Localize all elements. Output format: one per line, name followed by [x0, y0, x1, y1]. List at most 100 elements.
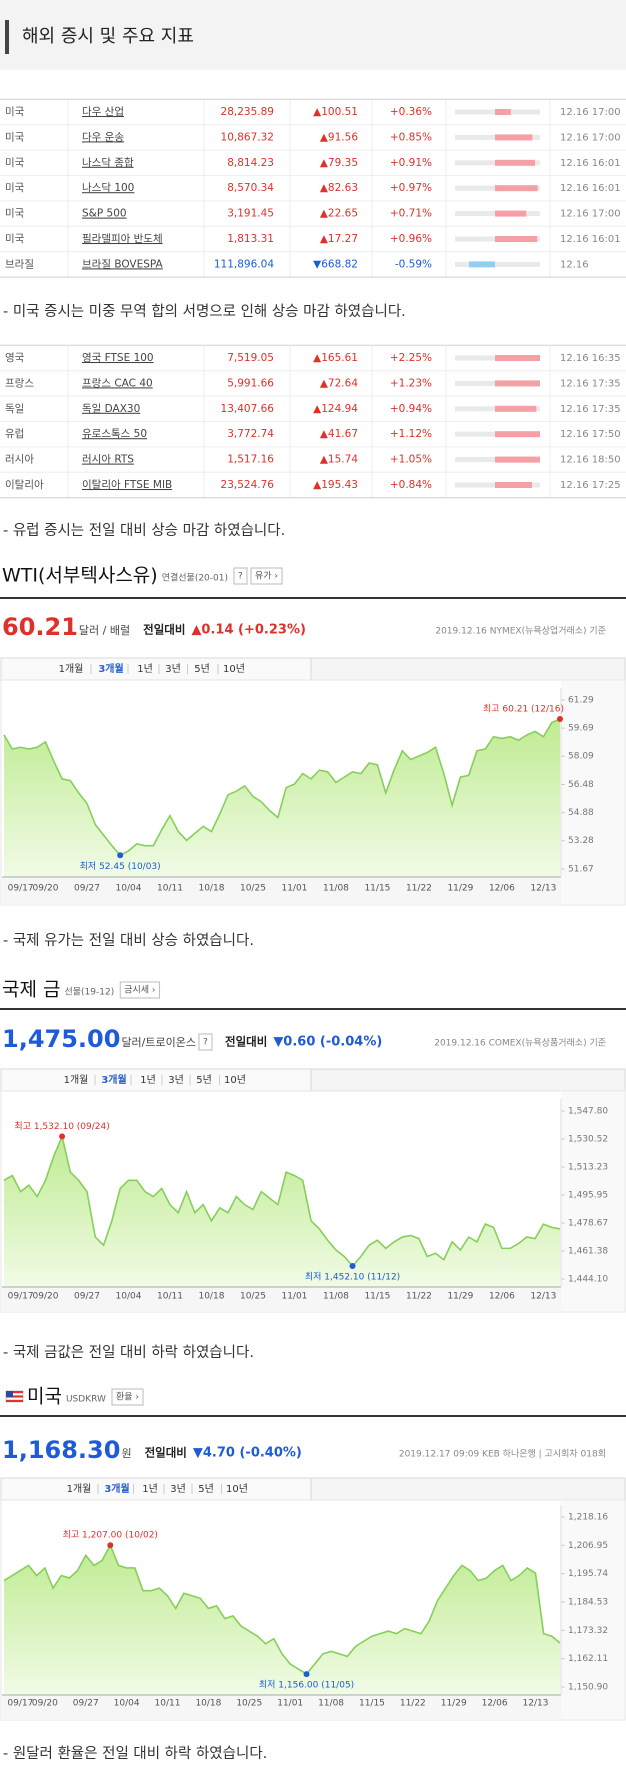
- x-tick-label: 10/25: [236, 1699, 262, 1709]
- header-button[interactable]: 금시세 ›: [124, 985, 155, 996]
- note: - 원달러 환율은 전일 대비 하락 하였습니다.: [3, 1745, 267, 1762]
- x-tick-label: 12/13: [530, 1292, 556, 1302]
- change-pct: +0.97%: [390, 182, 432, 194]
- change-pct: -0.59%: [395, 258, 432, 270]
- period-tab[interactable]: 1개월: [64, 1074, 89, 1086]
- price-change: ▼0.60 (-0.04%): [273, 1035, 382, 1050]
- x-tick-label: 10/11: [157, 884, 183, 894]
- period-tab[interactable]: 1개월: [59, 663, 84, 675]
- tabs-box: [0, 657, 312, 681]
- period-tab[interactable]: 5년: [194, 663, 210, 675]
- period-tab[interactable]: 3년: [168, 1074, 184, 1086]
- change-bar: [495, 236, 538, 242]
- index-name[interactable]: 다우 산업: [82, 105, 124, 118]
- period-tab[interactable]: 5년: [198, 1483, 214, 1495]
- x-tick-label: 09/20: [33, 884, 59, 894]
- period-tab[interactable]: 1개월: [67, 1483, 92, 1495]
- header-button-box[interactable]: [119, 981, 161, 999]
- note: - 미국 증시는 미중 무역 합의 서명으로 인해 상승 마감 하였습니다.: [3, 303, 406, 320]
- index-name[interactable]: 나스닥 종합: [82, 157, 134, 169]
- y-tick-label: 1,495.95: [568, 1191, 608, 1201]
- change-bar: [495, 380, 540, 387]
- x-tick-label: 11/15: [364, 884, 390, 894]
- period-tab[interactable]: 1년: [137, 663, 153, 675]
- change-bar: [495, 405, 537, 412]
- country: 프랑스: [5, 377, 34, 389]
- index-name[interactable]: 프랑스 CAC 40: [82, 377, 153, 389]
- x-tick-label: 09/27: [74, 884, 100, 894]
- period-tab[interactable]: 3개월: [101, 1073, 126, 1086]
- x-tick-label: 11/01: [281, 1292, 307, 1302]
- change-pct: +0.91%: [390, 157, 432, 169]
- title-accent: [5, 20, 9, 54]
- country: 브라질: [5, 258, 34, 270]
- period-tab[interactable]: 3년: [170, 1483, 186, 1495]
- change-pct: +0.85%: [390, 131, 432, 143]
- index-name[interactable]: 영국 FTSE 100: [82, 352, 154, 364]
- index-name[interactable]: 이탈리아 FTSE MIB: [82, 478, 172, 491]
- change-pct: +0.36%: [390, 106, 432, 118]
- period-tab[interactable]: 5년: [196, 1074, 212, 1086]
- period-tab[interactable]: 3년: [165, 663, 181, 675]
- y-tick-label: 1,218.16: [568, 1513, 608, 1523]
- index-name[interactable]: 다우 운송: [82, 131, 124, 143]
- price-unit: 달러/트로이온스: [121, 1036, 196, 1049]
- high-point: [59, 1133, 66, 1140]
- period-tab[interactable]: 3개월: [98, 662, 123, 675]
- help-box[interactable]: [233, 567, 248, 585]
- period-tab[interactable]: 10년: [223, 663, 245, 675]
- flag-stripe: [6, 1395, 23, 1398]
- period-tab[interactable]: 1년: [140, 1074, 156, 1086]
- flag-stripe: [6, 1399, 23, 1402]
- change-pct: +0.96%: [390, 233, 432, 245]
- period-tab[interactable]: 10년: [224, 1074, 246, 1086]
- index-value: 3,772.74: [227, 428, 274, 440]
- index-name[interactable]: 유로스톡스 50: [82, 428, 147, 440]
- y-tick-label: 1,184.53: [568, 1598, 608, 1608]
- index-name[interactable]: 나스닥 100: [82, 182, 134, 194]
- help[interactable]: ?: [238, 572, 243, 582]
- price: 1,475.00: [2, 1025, 120, 1053]
- period-tab[interactable]: 1년: [142, 1483, 158, 1495]
- unit-help[interactable]: ?: [203, 1038, 208, 1048]
- area: [4, 1545, 560, 1695]
- high-label: 최고 60.21 (12/16): [483, 703, 564, 714]
- period-tab[interactable]: 3개월: [104, 1482, 129, 1495]
- high-point: [107, 1542, 114, 1549]
- header-button-box[interactable]: [250, 567, 283, 585]
- period-tab[interactable]: 10년: [226, 1483, 248, 1495]
- header-button-box[interactable]: [111, 1388, 144, 1406]
- header-button[interactable]: 환율 ›: [116, 1391, 139, 1403]
- change: ▲22.65: [320, 208, 358, 220]
- unit-help-box[interactable]: [198, 1033, 213, 1051]
- y-tick-label: 59.69: [568, 724, 594, 734]
- x-label-band: [1, 877, 561, 905]
- country: 이탈리아: [5, 478, 44, 491]
- index-value: 3,191.45: [227, 208, 274, 220]
- index-name[interactable]: 브라질 BOVESPA: [82, 258, 164, 270]
- x-tick-label: 11/15: [359, 1699, 385, 1709]
- change-pct: +1.05%: [390, 454, 432, 466]
- x-tick-label: 11/22: [406, 1292, 432, 1302]
- change: ▲17.27: [320, 233, 358, 245]
- x-tick-label: 09/17: [8, 1292, 34, 1302]
- update-time: 12.16 16:01: [560, 183, 621, 194]
- index-value: 28,235.89: [221, 106, 274, 118]
- x-tick-label: 10/11: [155, 1699, 181, 1709]
- update-time: 12.16 17:50: [560, 429, 621, 440]
- x-tick-label: 10/04: [116, 884, 142, 894]
- header-button[interactable]: 유가 ›: [255, 571, 278, 582]
- x-label-band: [1, 1695, 561, 1720]
- index-name[interactable]: 독일 DAX30: [82, 402, 140, 415]
- flag-canton: [6, 1391, 13, 1397]
- price: 1,168.30: [2, 1436, 120, 1464]
- line: [3, 1133, 561, 1268]
- index-name[interactable]: S&P 500: [82, 208, 127, 220]
- country: 미국: [5, 233, 25, 245]
- index-name[interactable]: 러시아 RTS: [82, 454, 134, 466]
- index-name[interactable]: 필라델피아 반도체: [82, 233, 163, 245]
- change-label: 전일대비: [145, 1446, 187, 1460]
- x-tick-label: 09/27: [73, 1699, 99, 1709]
- high-label: 최고 1,207.00 (10/02): [63, 1530, 158, 1541]
- price: 60.21: [2, 613, 78, 641]
